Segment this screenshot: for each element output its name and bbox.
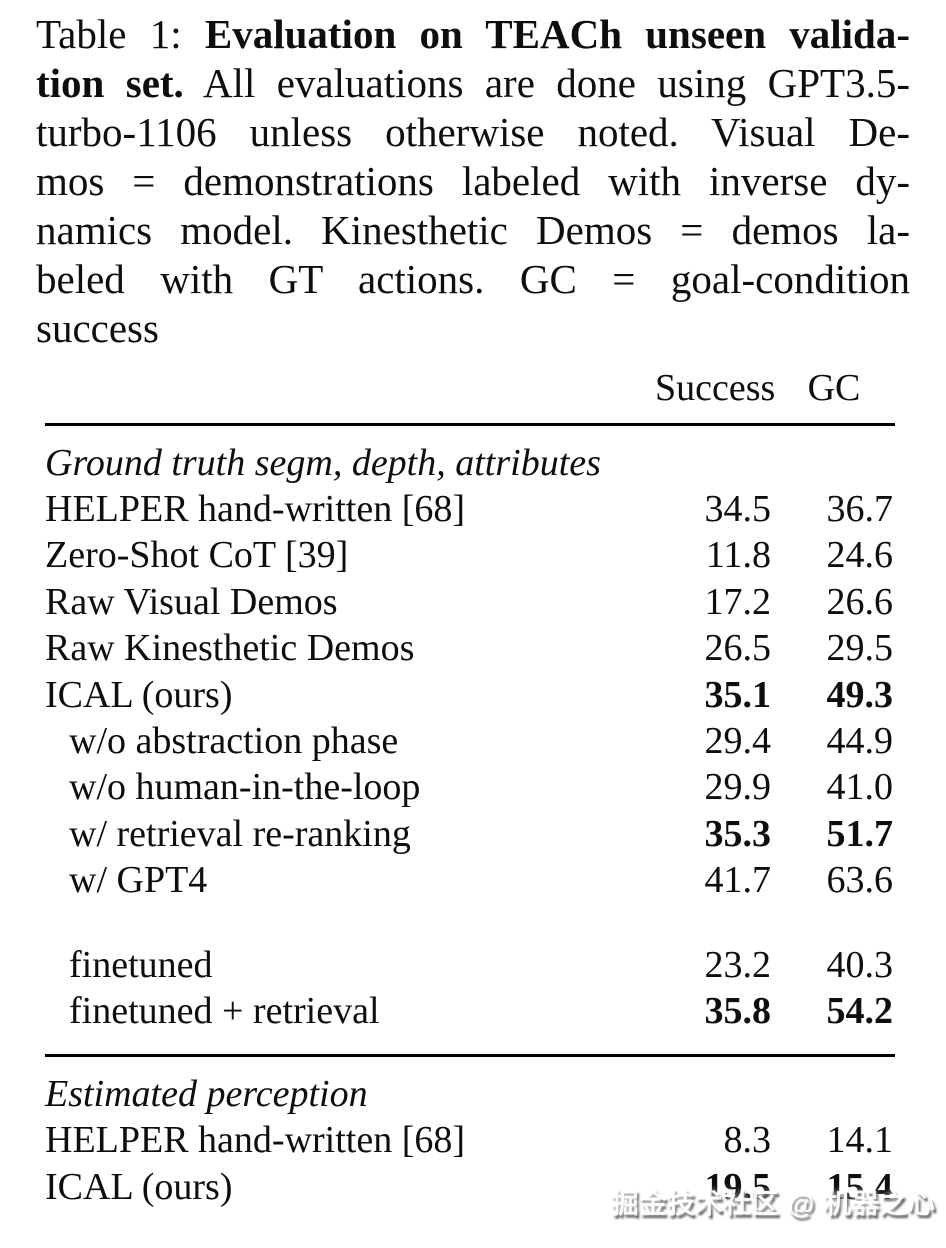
section-estimated-perception: Estimated perception HELPER hand-written… <box>45 1057 895 1210</box>
row-label: Zero-Shot CoT [39] <box>45 534 349 577</box>
gc-value: 14.1 <box>826 1119 894 1162</box>
caption-text: mos = demonstrations labeled with invers… <box>36 158 910 204</box>
caption-line: mos = demonstrations labeled with invers… <box>36 157 910 206</box>
success-value: 23.2 <box>704 943 772 986</box>
gc-value: 49.3 <box>826 673 894 716</box>
caption-text-bold: Evaluation on TEACh unseen valida- <box>204 11 910 57</box>
row-label: Raw Kinesthetic Demos <box>45 627 415 670</box>
table-row: finetuned 23.2 40.3 <box>45 942 895 988</box>
gc-value: 63.6 <box>826 859 894 902</box>
caption-line: tion set. All evaluations are done using… <box>36 59 910 108</box>
watermark-text: 掘金技术社区 @ 机器之心 <box>611 1189 936 1219</box>
caption-text: success <box>36 305 159 351</box>
results-table: Success GC Ground truth segm, depth, att… <box>45 365 895 1210</box>
column-header-gc: GC <box>807 367 861 409</box>
row-label: finetuned + retrieval <box>69 989 380 1032</box>
table-row: Zero-Shot CoT [39] 11.8 24.6 <box>45 532 895 578</box>
success-value: 8.3 <box>723 1119 772 1162</box>
table-row: finetuned + retrieval 35.8 54.2 <box>45 988 895 1034</box>
gc-value: 36.7 <box>826 488 894 530</box>
top-rule <box>45 423 895 426</box>
table-row: Raw Kinesthetic Demos 26.5 29.5 <box>45 625 895 671</box>
table-row: w/ GPT4 41.7 63.6 <box>45 857 895 903</box>
caption-text: turbo-1106 unless otherwise noted. Visua… <box>36 109 910 155</box>
table-header-row: Success GC <box>45 365 895 411</box>
gc-value: 29.5 <box>826 627 894 670</box>
row-label: w/ GPT4 <box>69 859 208 902</box>
paper-table-figure: Table 1: Evaluation on TEACh unseen vali… <box>0 10 946 1219</box>
success-value: 41.7 <box>704 859 772 902</box>
caption-line: Table 1: Evaluation on TEACh unseen vali… <box>36 10 910 59</box>
gc-value: 54.2 <box>826 989 894 1032</box>
success-value: 35.1 <box>704 673 772 716</box>
row-label: ICAL (ours) <box>45 1165 233 1208</box>
header-spacer <box>45 365 655 411</box>
success-value: 11.8 <box>705 534 771 577</box>
caption-text: All evaluations are done using GPT3.5- <box>183 60 910 106</box>
gc-value: 24.6 <box>826 534 894 577</box>
caption-line: beled with GT actions. GC = goal-conditi… <box>36 255 910 304</box>
column-header-success: Success <box>655 367 776 409</box>
table-row: HELPER hand-written [68] 34.5 36.7 <box>45 486 895 532</box>
table-caption: Table 1: Evaluation on TEACh unseen vali… <box>36 10 910 353</box>
success-value: 35.8 <box>704 989 772 1032</box>
success-value: 17.2 <box>704 580 772 623</box>
gc-value: 44.9 <box>826 719 894 762</box>
table-row: w/o human-in-the-loop 29.9 41.0 <box>45 764 895 810</box>
row-label: Raw Visual Demos <box>45 580 338 623</box>
success-value: 35.3 <box>704 812 772 855</box>
caption-text: beled with GT actions. GC = goal-conditi… <box>36 256 910 302</box>
row-label: w/o abstraction phase <box>69 719 399 762</box>
table-row: w/ retrieval re-ranking 35.3 51.7 <box>45 811 895 857</box>
row-label: HELPER hand-written [68] <box>45 488 466 530</box>
section-heading: Ground truth segm, depth, attributes <box>45 442 601 484</box>
caption-line: success <box>36 304 910 353</box>
section-ground-truth: Ground truth segm, depth, attributes HEL… <box>45 426 895 1034</box>
caption-line: namics model. Kinesthetic Demos = demos … <box>36 206 910 255</box>
table-row-ical: ICAL (ours) 19.5 15.4 <box>45 1164 895 1210</box>
gc-value: 51.7 <box>826 812 894 855</box>
row-label: ICAL (ours) <box>45 673 233 716</box>
caption-text-bold: tion set. <box>36 60 184 106</box>
success-value: 29.4 <box>704 719 772 762</box>
caption-text: Table 1: <box>36 11 205 57</box>
row-label: w/ retrieval re-ranking <box>69 812 411 855</box>
section-heading: Estimated perception <box>45 1073 368 1116</box>
caption-line: turbo-1106 unless otherwise noted. Visua… <box>36 108 910 157</box>
gc-value: 26.6 <box>826 580 894 623</box>
success-value: 29.9 <box>704 766 772 809</box>
success-value: 19.5 <box>704 1165 772 1208</box>
row-gap <box>45 904 895 942</box>
table-row-ical: ICAL (ours) 35.1 49.3 <box>45 672 895 718</box>
table-row: w/o abstraction phase 29.4 44.9 <box>45 718 895 764</box>
gc-value: 40.3 <box>826 943 894 986</box>
row-label: finetuned <box>69 943 213 986</box>
success-value: 26.5 <box>704 627 772 670</box>
row-label: HELPER hand-written [68] <box>45 1119 466 1162</box>
row-label: w/o human-in-the-loop <box>69 766 421 809</box>
middle-rule <box>45 1054 895 1058</box>
gc-value: 41.0 <box>826 766 894 809</box>
table-row: Raw Visual Demos 17.2 26.6 <box>45 579 895 625</box>
caption-text: namics model. Kinesthetic Demos = demos … <box>36 207 910 253</box>
table-row: HELPER hand-written [68] 8.3 14.1 <box>45 1117 895 1163</box>
success-value: 34.5 <box>704 488 772 530</box>
gc-value: 15.4 <box>826 1165 894 1208</box>
